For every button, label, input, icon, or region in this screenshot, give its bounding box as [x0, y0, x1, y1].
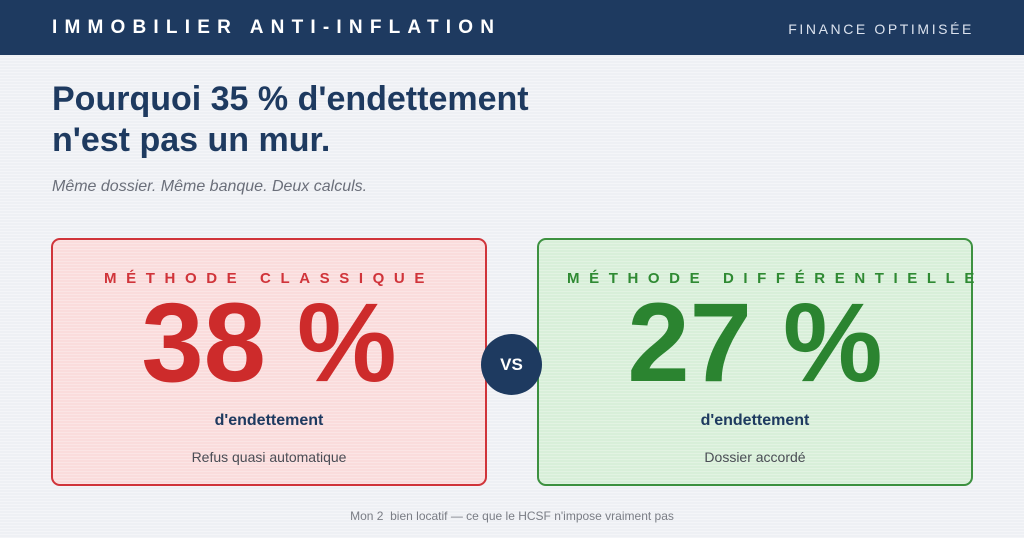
- footer-caption: Mon 2 bien locatif — ce que le HCSF n'im…: [350, 509, 674, 523]
- page-title-line-1: Pourquoi 35 % d'endettement: [52, 80, 529, 118]
- classic-method-card: MÉTHODE CLASSIQUE 38 % d'endettement Ref…: [51, 238, 487, 486]
- differential-debt-unit: d'endettement: [700, 412, 810, 429]
- classic-debt-unit: d'endettement: [214, 412, 324, 429]
- classic-verdict: Refus quasi automatique: [191, 449, 347, 465]
- page-subtitle: Même dossier. Même banque. Deux calculs.: [52, 178, 368, 195]
- page-title-line-2: n'est pas un mur.: [52, 121, 331, 159]
- differential-method-label: MÉTHODE DIFFÉRENTIELLE: [567, 270, 985, 287]
- classic-debt-ratio: 38 %: [141, 280, 397, 405]
- vs-badge: VS: [481, 334, 542, 395]
- differential-debt-ratio: 27 %: [627, 280, 883, 405]
- top-banner: IMMOBILIER ANTI-INFLATION FINANCE OPTIMI…: [0, 0, 1024, 55]
- page-title: Pourquoi 35 % d'endettement n'est pas un…: [52, 79, 529, 161]
- differential-method-card: MÉTHODE DIFFÉRENTIELLE 27 % d'endettemen…: [537, 238, 985, 486]
- brand-name: IMMOBILIER ANTI-INFLATION: [52, 17, 502, 38]
- brand-tagline: FINANCE OPTIMISÉE: [788, 21, 974, 37]
- differential-verdict: Dossier accordé: [704, 449, 806, 465]
- classic-method-label: MÉTHODE CLASSIQUE: [104, 270, 434, 287]
